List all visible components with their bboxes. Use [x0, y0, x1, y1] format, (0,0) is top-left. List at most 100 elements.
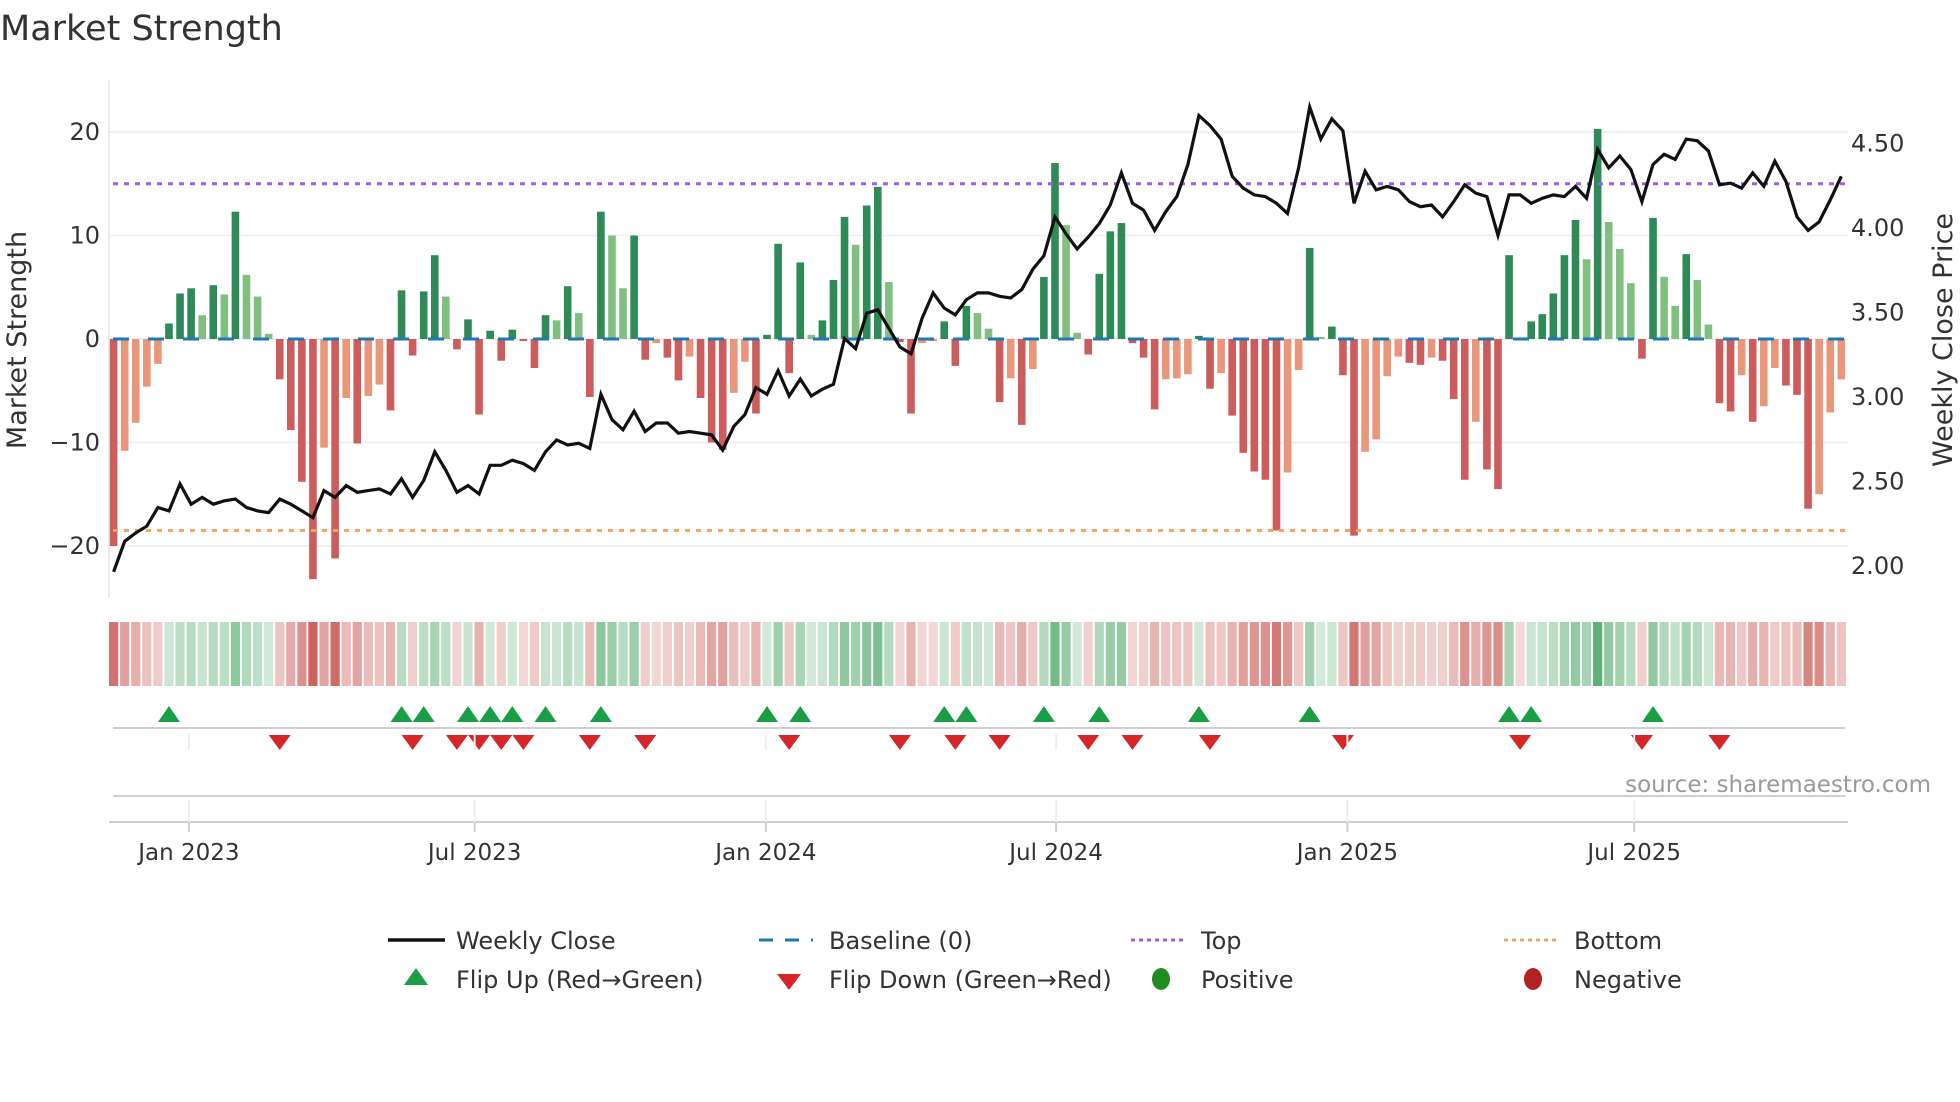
heat-cell	[618, 622, 628, 686]
heat-cell	[120, 622, 130, 686]
strength-bar	[1804, 339, 1812, 509]
heat-cell	[1759, 622, 1769, 686]
strength-bar	[685, 339, 694, 357]
heat-cell	[1703, 622, 1713, 686]
heat-cell	[662, 622, 672, 686]
heat-cell	[463, 622, 473, 686]
strength-bar	[1704, 324, 1713, 339]
flip-down-marker	[1331, 735, 1354, 750]
heat-cell	[640, 622, 650, 686]
heat-cell	[1194, 622, 1204, 686]
heat-cell	[1449, 622, 1459, 686]
flip-down-marker	[445, 735, 468, 750]
strength-bar	[918, 339, 926, 344]
y-tick-label: −10	[49, 429, 100, 457]
strength-bar	[1372, 339, 1380, 440]
heat-cell	[1504, 622, 1514, 686]
heat-cell	[219, 622, 229, 686]
strength-bar	[940, 321, 949, 339]
heat-cell	[385, 622, 396, 686]
strength-bar	[1671, 305, 1679, 339]
strength-bar	[242, 274, 251, 339]
heat-cell	[596, 622, 606, 686]
heat-cell	[164, 622, 174, 686]
heat-cell	[574, 622, 584, 686]
strength-bar	[198, 315, 206, 339]
heat-cell	[1271, 622, 1282, 686]
heat-cell	[673, 622, 684, 686]
heat-cell	[1183, 622, 1193, 686]
strength-bar	[342, 339, 350, 398]
flip-up-marker	[157, 706, 180, 722]
heat-cell	[784, 622, 794, 686]
strength-bar	[1261, 339, 1270, 480]
strength-bar	[331, 339, 339, 559]
strength-bar	[1128, 339, 1137, 344]
strength-bar	[1449, 339, 1458, 400]
heat-cell	[1714, 622, 1725, 686]
heat-cell	[906, 622, 916, 686]
heat-cell	[695, 622, 706, 686]
strength-bar	[541, 315, 550, 339]
strength-bar	[320, 339, 328, 448]
strength-bar	[1527, 321, 1535, 339]
heat-cell	[474, 622, 484, 686]
strength-bar	[408, 339, 417, 356]
source-credit: source: sharemaestro.com	[1625, 772, 1931, 798]
flip-up-marker	[479, 706, 502, 722]
strength-bar	[1593, 128, 1602, 339]
strength-bar	[1206, 339, 1214, 389]
strength-bar	[143, 339, 151, 387]
strength-bar	[1494, 339, 1502, 490]
heat-cell	[1349, 622, 1359, 686]
heat-cell	[1371, 622, 1381, 686]
heat-cell	[1415, 622, 1426, 686]
flip-up-marker	[1298, 706, 1321, 722]
heat-cell	[1537, 622, 1547, 686]
strength-bar	[1649, 217, 1657, 339]
flip-up-marker	[1520, 706, 1543, 722]
strength-bar	[563, 286, 572, 339]
y-tick-label: −20	[49, 532, 100, 560]
strength-bar	[829, 280, 838, 339]
strength-bar	[1006, 339, 1015, 379]
heat-cell	[806, 622, 816, 686]
heat-cell	[1581, 622, 1592, 686]
x-tick-label: Jan 2025	[1295, 840, 1398, 866]
strength-bar	[641, 339, 649, 360]
strength-bar	[851, 244, 860, 339]
strength-bar	[1339, 339, 1347, 376]
flip-markers	[157, 706, 1731, 750]
strength-bar	[818, 320, 827, 339]
strength-heat-strip	[109, 622, 1846, 686]
strength-bar	[1084, 339, 1092, 355]
heat-cell	[529, 622, 540, 686]
heat-cell	[1781, 622, 1791, 686]
heat-cell	[1294, 622, 1304, 686]
heat-cell	[1028, 622, 1038, 686]
strength-bar	[1737, 339, 1746, 376]
heat-cell	[1825, 622, 1835, 686]
strength-bar	[375, 339, 384, 385]
strength-bar	[707, 339, 716, 443]
strength-bar	[1383, 339, 1392, 377]
left-axis-ticks: 20 10 0 −10 −20	[49, 118, 100, 560]
heat-cell	[264, 622, 274, 686]
strength-bar	[497, 339, 506, 361]
strength-bar	[530, 339, 539, 368]
flip-down-marker	[778, 735, 801, 750]
legend-item-flip-down: Flip Down (Green→Red)	[777, 966, 1112, 994]
strength-bar	[885, 282, 893, 339]
strength-bar	[1427, 339, 1436, 358]
legend-item-positive: Positive	[1152, 966, 1294, 994]
strength-bar	[951, 339, 960, 366]
flip-up-marker	[955, 706, 978, 722]
strength-bar	[1328, 326, 1336, 339]
weekly-close-line	[112, 100, 1843, 573]
heat-cell	[1438, 622, 1448, 686]
strength-bar	[1239, 339, 1248, 453]
strength-bar	[718, 339, 727, 450]
strength-bar	[1616, 248, 1624, 339]
heat-cell	[651, 622, 661, 686]
heat-cell	[208, 622, 218, 686]
